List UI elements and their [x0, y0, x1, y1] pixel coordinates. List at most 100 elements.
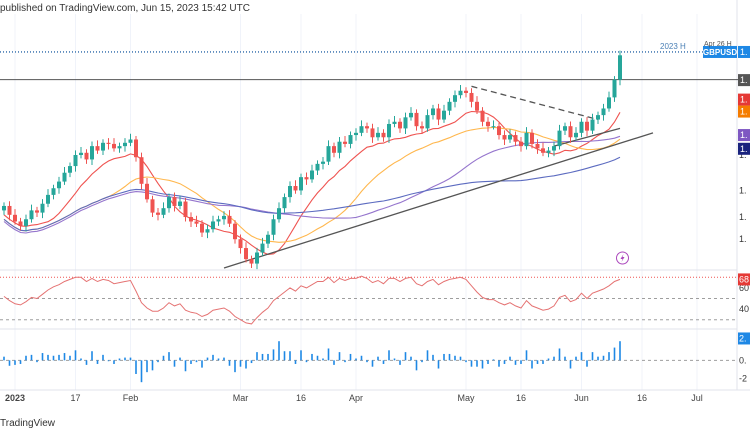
histogram-bar: [410, 356, 412, 361]
price-badge-label: 1.: [740, 95, 748, 105]
candle-body: [255, 252, 259, 264]
lightning-glyph: [620, 254, 625, 262]
tradingview-brand[interactable]: TradingView: [0, 418, 56, 429]
histogram-bar: [184, 360, 187, 372]
histogram-bar: [553, 356, 555, 361]
histogram-bar: [366, 360, 368, 363]
histogram-bar: [96, 360, 99, 364]
candle-body: [557, 130, 562, 147]
price-tick-label: 1.: [739, 185, 747, 195]
rsi-pane: [0, 275, 737, 325]
trendlines: [223, 85, 654, 269]
price-badge: [738, 142, 750, 155]
histogram-bar: [437, 360, 440, 369]
candle-body: [139, 157, 144, 184]
candle-body: [304, 177, 309, 180]
candle-body: [227, 215, 232, 224]
trendline-lower-high-line: [471, 85, 599, 121]
candle-body: [233, 223, 237, 240]
candle-body: [2, 205, 6, 211]
candle-body: [574, 132, 578, 138]
histogram-bar: [212, 354, 214, 361]
price-badge: [738, 74, 750, 87]
histogram-bar: [69, 355, 71, 361]
trendline-rising-support: [223, 132, 654, 269]
candle-body: [293, 186, 298, 191]
histogram-bar: [124, 357, 126, 361]
histogram-bar: [234, 360, 236, 373]
candle-body: [381, 132, 386, 138]
symbol-label: GBPUSD: [703, 48, 737, 57]
candles[interactable]: [2, 50, 622, 270]
histogram-bar: [278, 341, 280, 361]
histogram-bar: [85, 360, 88, 365]
histogram-bar: [421, 360, 423, 363]
candle-body: [266, 234, 270, 244]
candle-body: [161, 208, 166, 215]
candle-body: [101, 142, 105, 151]
candle-body: [491, 126, 496, 128]
histogram-bar: [487, 360, 489, 364]
candle-body: [117, 146, 122, 149]
histogram-bar: [162, 355, 165, 361]
candle-body: [475, 101, 479, 111]
time-tick-label: May: [457, 393, 475, 403]
histogram-bar: [311, 353, 313, 361]
candle-body: [68, 166, 72, 173]
histogram-bar: [388, 350, 390, 361]
histogram-bar: [619, 341, 621, 361]
candle-body: [541, 148, 545, 153]
candle-body: [189, 217, 193, 222]
histogram-bar: [333, 360, 335, 365]
histogram-bar: [382, 360, 385, 364]
histogram-bar: [74, 350, 77, 361]
price-tick-label: 1.: [739, 234, 747, 244]
candle-body: [502, 135, 507, 140]
time-tick-label: 17: [70, 393, 80, 403]
rsi-tick-label: 60: [739, 283, 749, 293]
candle-body: [365, 126, 369, 129]
candle-body: [178, 201, 182, 206]
candle-body: [563, 126, 567, 131]
candle-body: [359, 126, 364, 133]
candle-body: [420, 126, 424, 129]
candle-body: [321, 161, 325, 164]
candle-body: [431, 108, 435, 116]
histogram-bar: [179, 357, 181, 361]
candle-body: [469, 92, 474, 102]
histogram-badge-label: 2.: [739, 333, 747, 343]
candle-body: [519, 141, 523, 147]
histogram-bar: [63, 353, 66, 361]
apr-high-annotation: Apr 26 H: [704, 41, 732, 48]
histogram-bar: [157, 360, 159, 363]
histogram-badge: [738, 332, 750, 345]
histogram-bar: [239, 360, 242, 367]
histogram-bar: [355, 358, 357, 361]
candle-body: [508, 135, 512, 140]
candle-body: [464, 90, 468, 93]
price-badge: [738, 105, 750, 118]
histogram-bar: [113, 360, 115, 364]
candle-body: [18, 221, 23, 226]
candle-body: [513, 135, 518, 142]
histogram-bar: [256, 352, 258, 361]
candle-body: [40, 203, 45, 213]
candle-body: [458, 90, 463, 96]
histogram-bar: [283, 351, 286, 361]
histogram-bar: [102, 354, 104, 361]
time-axis: 2023 17 Feb Mar 16 Apr May 16 Jun 16 Jul: [5, 393, 703, 403]
histogram-bar: [52, 355, 55, 361]
histogram-bar: [190, 360, 192, 364]
histogram-bar: [459, 356, 462, 361]
histogram-bar: [465, 360, 467, 363]
histogram-tick-label: 0.: [739, 355, 747, 365]
histogram-bar: [470, 360, 473, 367]
histogram-bar: [338, 352, 341, 361]
candle-body: [585, 121, 589, 131]
candle-body: [414, 112, 419, 127]
candle-body: [167, 197, 171, 209]
histogram-bar: [173, 360, 176, 367]
price-badge: [738, 45, 750, 58]
histogram-bar: [575, 356, 577, 361]
